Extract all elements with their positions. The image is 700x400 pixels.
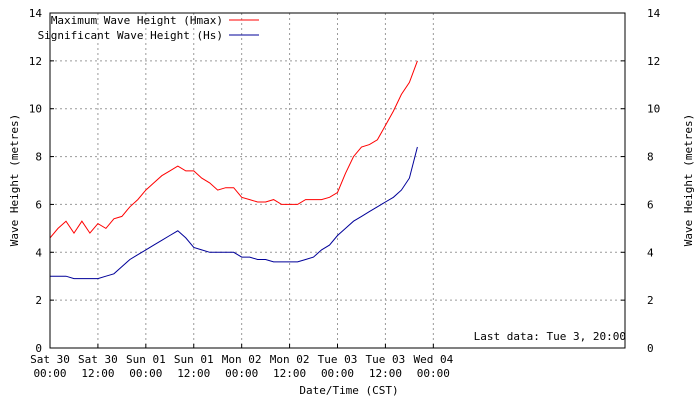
y-tick-label-left: 14 — [29, 7, 43, 20]
x-tick-label-time: 00:00 — [417, 367, 450, 380]
legend: Maximum Wave Height (Hmax) Significant W… — [38, 14, 259, 42]
last-data-annotation: Last data: Tue 3, 20:00 — [474, 330, 626, 343]
y-tick-label-right: 6 — [647, 198, 654, 211]
x-tick-label-day: Sun 01 — [174, 353, 214, 366]
y-tick-label-right: 2 — [647, 294, 654, 307]
x-tick-label-time: 12:00 — [177, 367, 210, 380]
y-axis-label-left: Wave Height (metres) — [8, 114, 21, 246]
series-line-hs — [50, 146, 418, 280]
legend-label-hs: Significant Wave Height (Hs) — [38, 29, 223, 42]
grid-lines — [50, 13, 625, 348]
y-tick-label-right: 4 — [647, 246, 654, 259]
x-tick-label-day: Tue 03 — [318, 353, 358, 366]
x-tick-label-day: Tue 03 — [366, 353, 406, 366]
series-lines — [49, 60, 418, 280]
y-tick-label-left: 2 — [35, 294, 42, 307]
y-tick-label-right: 0 — [647, 342, 654, 355]
y-tick-label-left: 0 — [35, 342, 42, 355]
x-tick-label-time: 00:00 — [33, 367, 66, 380]
y-axis-label-right: Wave Height (metres) — [682, 114, 695, 246]
x-tick-label-time: 00:00 — [321, 367, 354, 380]
y-tick-label-left: 10 — [29, 103, 42, 116]
x-tick-label-day: Mon 02 — [222, 353, 262, 366]
y-tick-label-left: 12 — [29, 55, 42, 68]
x-tick-label-day: Sat 30 — [78, 353, 118, 366]
x-tick-label-day: Mon 02 — [270, 353, 310, 366]
x-tick-label-time: 12:00 — [81, 367, 114, 380]
y-tick-label-left: 4 — [35, 246, 42, 259]
x-tick-label-time: 00:00 — [225, 367, 258, 380]
y-tick-label-right: 12 — [647, 55, 660, 68]
x-tick-label-time: 00:00 — [129, 367, 162, 380]
y-tick-label-right: 8 — [647, 151, 654, 164]
y-tick-label-right: 10 — [647, 103, 660, 116]
x-axis-label: Date/Time (CST) — [299, 384, 398, 397]
x-tick-label-day: Sun 01 — [126, 353, 166, 366]
legend-label-hmax: Maximum Wave Height (Hmax) — [51, 14, 223, 27]
x-tick-label-time: 12:00 — [273, 367, 306, 380]
y-tick-label-left: 6 — [35, 198, 42, 211]
y-tick-label-right: 14 — [647, 7, 661, 20]
series-line-hmax — [49, 60, 418, 239]
y-tick-label-left: 8 — [35, 151, 42, 164]
x-tick-label-day: Wed 04 — [413, 353, 453, 366]
x-tick-label-time: 12:00 — [369, 367, 402, 380]
x-tick-label-day: Sat 30 — [30, 353, 70, 366]
